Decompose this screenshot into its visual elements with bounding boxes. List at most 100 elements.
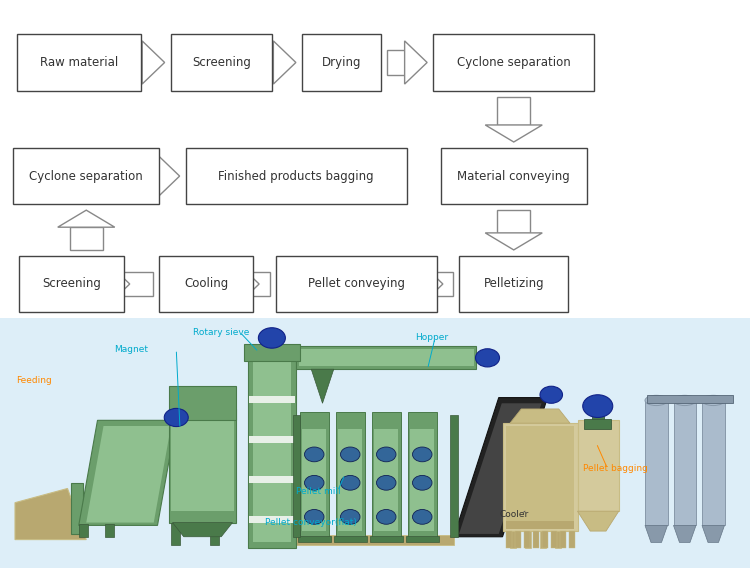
Bar: [298, 536, 331, 542]
Bar: [645, 400, 668, 525]
Polygon shape: [274, 41, 296, 84]
Bar: [292, 535, 454, 545]
Bar: [249, 516, 295, 523]
Text: Cyclone separation: Cyclone separation: [29, 170, 143, 182]
Bar: [533, 531, 539, 548]
Polygon shape: [15, 488, 86, 540]
Text: Magnet: Magnet: [114, 345, 148, 354]
Bar: [406, 536, 439, 542]
Polygon shape: [237, 262, 260, 306]
Polygon shape: [158, 154, 180, 198]
Circle shape: [413, 475, 432, 490]
Polygon shape: [578, 511, 619, 531]
Bar: [105, 524, 114, 537]
Circle shape: [540, 386, 562, 403]
Polygon shape: [510, 409, 570, 423]
Circle shape: [413, 509, 432, 524]
Bar: [506, 426, 574, 528]
Bar: [158, 164, 166, 189]
Polygon shape: [405, 41, 427, 84]
Polygon shape: [485, 125, 542, 142]
Bar: [674, 400, 696, 525]
Bar: [551, 531, 557, 548]
Text: Drying: Drying: [322, 56, 361, 69]
Bar: [248, 349, 296, 548]
Bar: [171, 523, 180, 545]
Ellipse shape: [674, 395, 696, 406]
Bar: [540, 531, 546, 548]
Text: Pellet mill: Pellet mill: [296, 487, 341, 496]
Bar: [420, 272, 453, 296]
Circle shape: [376, 509, 396, 524]
Bar: [525, 531, 531, 548]
Bar: [410, 429, 434, 531]
Bar: [515, 531, 521, 548]
Bar: [0, 318, 750, 568]
Bar: [336, 412, 364, 537]
Text: Cooling: Cooling: [184, 278, 229, 290]
Circle shape: [376, 447, 396, 462]
Bar: [506, 531, 512, 548]
Polygon shape: [702, 525, 724, 542]
Bar: [171, 420, 234, 511]
FancyBboxPatch shape: [302, 34, 381, 91]
Circle shape: [340, 509, 360, 524]
Bar: [497, 97, 530, 125]
Polygon shape: [459, 403, 542, 534]
Bar: [249, 436, 295, 443]
Bar: [560, 531, 566, 548]
Bar: [296, 346, 476, 369]
Text: Pellet conveyor(flat): Pellet conveyor(flat): [266, 518, 357, 527]
Bar: [249, 476, 295, 483]
Polygon shape: [311, 369, 334, 403]
Polygon shape: [172, 523, 232, 537]
Text: Rotary sieve: Rotary sieve: [193, 328, 250, 337]
Bar: [370, 536, 403, 542]
Text: Screening: Screening: [192, 56, 250, 69]
FancyBboxPatch shape: [160, 256, 254, 312]
Circle shape: [413, 447, 432, 462]
Bar: [584, 419, 610, 429]
Circle shape: [304, 447, 324, 462]
Bar: [300, 412, 328, 537]
FancyBboxPatch shape: [13, 148, 160, 204]
Bar: [338, 429, 362, 531]
Polygon shape: [450, 415, 458, 537]
Bar: [334, 536, 367, 542]
Bar: [237, 272, 270, 296]
Bar: [555, 531, 561, 548]
Bar: [506, 521, 574, 529]
Bar: [374, 429, 398, 531]
Bar: [510, 531, 516, 548]
Bar: [497, 210, 530, 233]
Text: Pellet conveying: Pellet conveying: [308, 278, 405, 290]
Bar: [210, 523, 219, 545]
Bar: [253, 349, 291, 542]
Polygon shape: [86, 426, 171, 523]
Circle shape: [583, 395, 613, 417]
Bar: [387, 50, 405, 75]
FancyBboxPatch shape: [16, 34, 141, 91]
Bar: [142, 50, 147, 75]
Bar: [274, 50, 278, 75]
Circle shape: [376, 475, 396, 490]
Bar: [542, 531, 548, 548]
Polygon shape: [142, 41, 164, 84]
Text: Cyclone separation: Cyclone separation: [457, 56, 571, 69]
Bar: [249, 396, 295, 403]
Polygon shape: [485, 233, 542, 250]
Text: Pellet bagging: Pellet bagging: [583, 464, 647, 473]
Bar: [169, 386, 236, 420]
Bar: [578, 420, 619, 511]
Bar: [524, 531, 530, 548]
Bar: [302, 429, 326, 531]
Text: Feeding: Feeding: [16, 376, 52, 385]
Circle shape: [340, 447, 360, 462]
Circle shape: [304, 475, 324, 490]
Bar: [408, 412, 436, 537]
Circle shape: [304, 509, 324, 524]
Bar: [592, 406, 604, 420]
FancyBboxPatch shape: [276, 256, 436, 312]
Bar: [71, 483, 82, 534]
Circle shape: [164, 408, 188, 427]
